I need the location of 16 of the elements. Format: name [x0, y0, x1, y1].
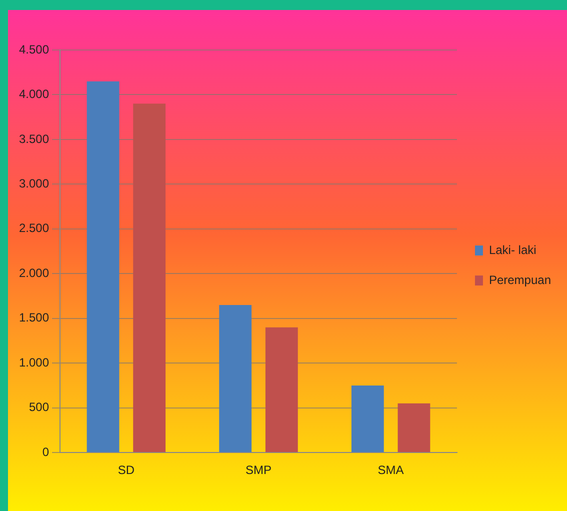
y-tick-label: 3.500: [19, 132, 50, 146]
y-tick-label: 4.000: [19, 87, 50, 102]
y-tick-label: 2.000: [19, 266, 50, 280]
gradient-panel: Laki- laki Perempuan SD SMP SMA 0 500 1.000 1.500 2.000 2.500 3.000 3.500 4.000 4.500: [8, 10, 567, 511]
x-tick-label: SMP: [245, 463, 272, 478]
legend-label: Laki- laki: [488, 242, 536, 257]
y-tick-label: 4.500: [19, 42, 50, 56]
y-tick-label: 1.500: [19, 310, 50, 325]
y-tick-label: 0: [42, 444, 50, 459]
y-tick-label: 2.500: [19, 221, 50, 236]
y-tick-label: 1.000: [19, 355, 50, 370]
y-tick-label: 3.000: [19, 176, 50, 191]
x-tick-label: SMA: [378, 463, 404, 478]
y-tick-label: 500: [29, 400, 50, 414]
x-tick-label: SD: [118, 463, 135, 478]
legend-label: Perempuan: [488, 272, 552, 287]
